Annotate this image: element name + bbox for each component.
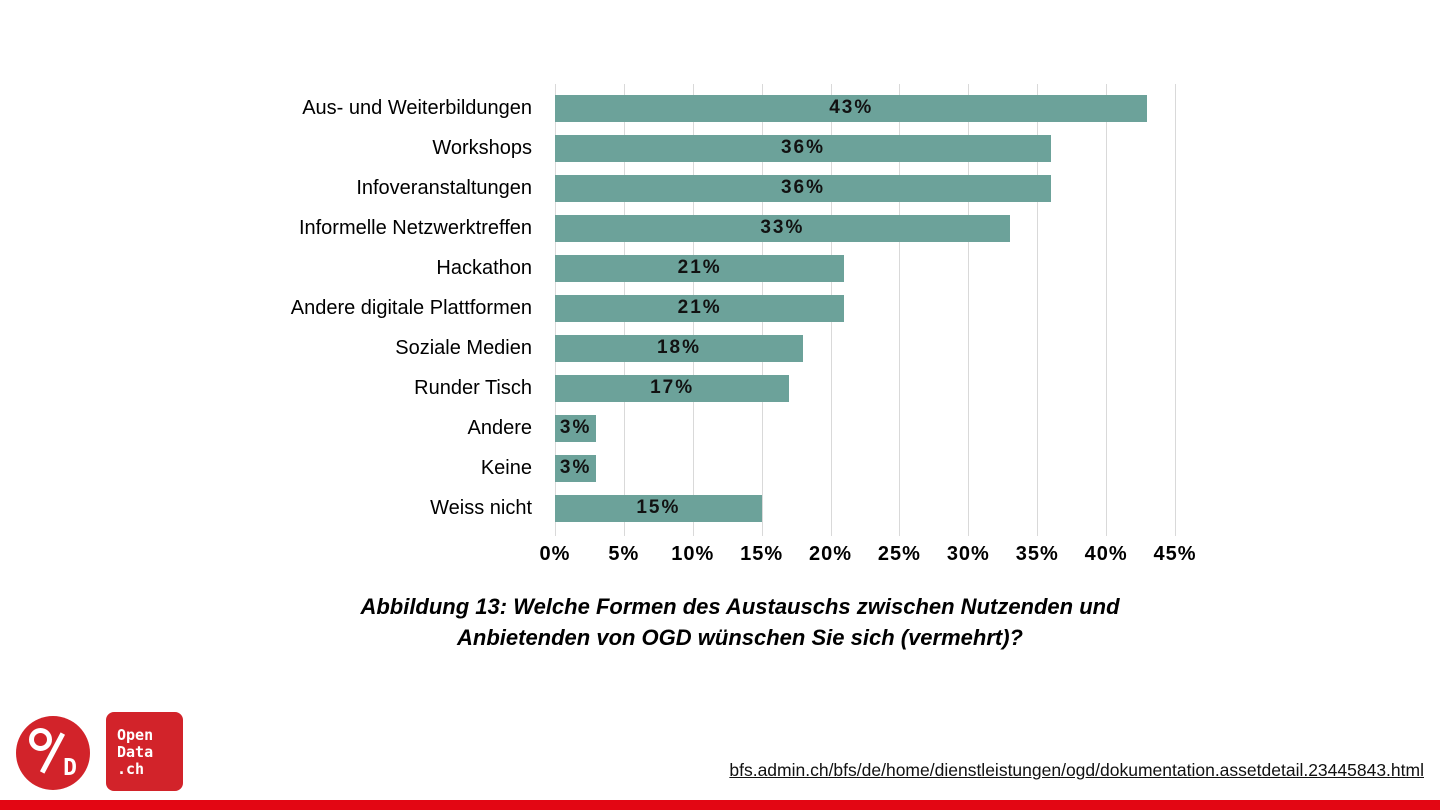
opendata-circle-logo: D <box>16 716 90 790</box>
category-label: Hackathon <box>436 256 532 279</box>
category-label: Runder Tisch <box>414 376 532 399</box>
bar-value-label: 15% <box>636 497 681 518</box>
chart-row: Workshops 36% <box>432 128 1175 168</box>
bar: 21% <box>555 294 845 322</box>
bar-value-label: 33% <box>760 217 805 238</box>
grid-line <box>1037 84 1039 536</box>
chart-row: Aus- und Weiterbildungen 43% <box>302 88 1175 128</box>
chart-row: Soziale Medien 18% <box>395 328 1175 368</box>
bar-value-label: 17% <box>650 377 695 398</box>
grid-line <box>968 84 970 536</box>
bar: 36% <box>555 134 1051 162</box>
category-label: Andere digitale Plattformen <box>290 296 532 319</box>
grid-line <box>1175 84 1176 536</box>
x-axis-tick-label: 45% <box>1153 543 1197 565</box>
category-label: Andere <box>467 416 533 439</box>
logo-letter-d: D <box>63 755 77 781</box>
bar: 21% <box>555 254 845 282</box>
chart-row: Runder Tisch 17% <box>414 368 1175 408</box>
x-axis-tick-label: 20% <box>809 543 853 565</box>
chart-row: Keine 3% <box>481 448 1175 488</box>
bar: 17% <box>555 374 790 402</box>
category-label: Aus- und Weiterbildungen <box>302 96 532 119</box>
chart-caption: Abbildung 13: Welche Formen des Austausc… <box>250 592 1230 654</box>
x-axis-tick-label: 10% <box>671 543 715 565</box>
x-axis-tick-label: 30% <box>946 543 990 565</box>
chart-caption-line1: Abbildung 13: Welche Formen des Austausc… <box>360 594 1120 619</box>
percent-ring-icon <box>29 728 52 751</box>
bar-value-label: 21% <box>677 257 722 278</box>
bar: 3% <box>555 454 597 482</box>
chart-row: Weiss nicht 15% <box>430 488 1175 528</box>
chart-row: Andere 3% <box>468 408 1175 448</box>
bar-value-label: 36% <box>780 137 826 158</box>
bar: 36% <box>555 174 1051 202</box>
x-axis-tick-label: 5% <box>608 543 640 565</box>
chart-row: Andere digitale Plattformen 21% <box>291 288 1175 328</box>
bar-value-label: 36% <box>780 177 826 198</box>
x-axis-tick-label: 40% <box>1084 543 1128 565</box>
grid-line <box>1106 84 1108 536</box>
chart-rows: Aus- und Weiterbildungen 43% Workshops 36% I… <box>291 88 1175 528</box>
source-link[interactable]: bfs.admin.ch/bfs/de/home/dienstleistunge… <box>729 760 1424 780</box>
grid-line <box>899 84 901 536</box>
x-axis-tick-label: 0% <box>539 543 571 565</box>
bar: 43% <box>555 94 1148 122</box>
category-label: Soziale Medien <box>395 336 532 359</box>
category-label: Workshops <box>432 136 532 159</box>
chart-caption-line2: Anbietenden von OGD wünschen Sie sich (v… <box>457 624 1023 650</box>
chart-plot-area: Aus- und Weiterbildungen 43% Workshops 36% I… <box>291 84 1176 536</box>
chart-row: Hackathon 21% <box>436 248 1175 288</box>
bar-value-label: 3% <box>559 417 592 438</box>
x-axis-tick-label: 15% <box>740 543 784 565</box>
bottom-red-bar <box>0 800 1440 810</box>
category-label: Keine <box>480 456 532 479</box>
bar: 15% <box>555 494 762 522</box>
bar-value-label: 21% <box>677 297 722 318</box>
x-axis-tick-label: 35% <box>1015 543 1059 565</box>
category-label: Infoveranstaltungen <box>356 176 532 199</box>
chart-row: Informelle Netzwerktreffen 33% <box>299 208 1175 248</box>
bar: 3% <box>555 414 597 442</box>
bar-value-label: 43% <box>829 97 874 118</box>
opendata-square-logo: Open Data .ch <box>106 712 183 791</box>
logo-line-ch: .ch <box>117 760 145 778</box>
category-label: Informelle Netzwerktreffen <box>298 216 532 239</box>
bar-value-label: 18% <box>656 337 702 358</box>
x-axis-tick-label: 25% <box>877 543 921 565</box>
logo-line-open: Open <box>117 726 154 744</box>
chart-row: Infoveranstaltungen 36% <box>356 168 1175 208</box>
bar-chart: Aus- und Weiterbildungen 43% Workshops 36% I… <box>291 84 1196 577</box>
logo-line-data: Data <box>117 743 154 761</box>
category-label: Weiss nicht <box>430 496 532 519</box>
x-axis: 0% 5% 10% 15% 20% 25% 30% 35% 40% 45% <box>540 543 1196 577</box>
bar: 18% <box>555 334 803 362</box>
bar: 33% <box>555 214 1010 242</box>
bar-value-label: 3% <box>559 457 592 478</box>
